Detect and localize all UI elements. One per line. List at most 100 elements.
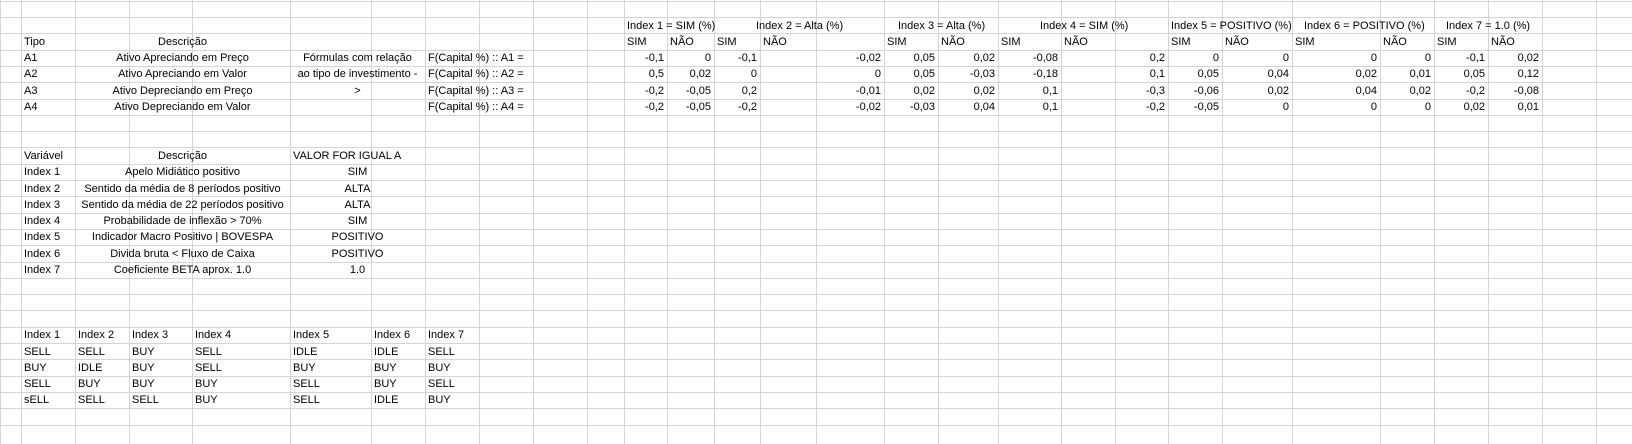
descricao-cell[interactable]: Ativo Apreciando em Preço <box>116 52 249 65</box>
variable-descricao-cell[interactable]: Coeficiente BETA aprox. 1.0 <box>113 264 252 276</box>
variable-name-cell[interactable]: Index 1 <box>24 166 61 179</box>
variable-descricao-cell[interactable]: Sentido da média de 22 períodos positivo <box>81 198 284 211</box>
value-cell[interactable]: 0,5 <box>648 68 664 81</box>
variable-valor-cell[interactable]: 1.0 <box>349 264 366 276</box>
value-cell[interactable]: 0,05 <box>913 52 935 65</box>
signal-cell[interactable]: SELL <box>293 378 320 391</box>
value-cell[interactable]: 0 <box>1212 52 1219 65</box>
value-cell[interactable]: 0,12 <box>1517 68 1539 81</box>
signal-cell[interactable]: IDLE <box>293 345 318 358</box>
variable-name-cell[interactable]: Index 4 <box>24 215 61 228</box>
sub-header-sim[interactable]: SIM <box>627 35 647 48</box>
value-cell[interactable]: -0,08 <box>1513 84 1539 97</box>
value-cell[interactable]: 0 <box>1370 52 1377 65</box>
value-cell[interactable]: -0,2 <box>1146 101 1165 113</box>
formula-note[interactable]: Fórmulas com relação <box>303 52 412 65</box>
signal-header[interactable]: Index 4 <box>195 329 232 342</box>
value-cell[interactable]: 0,04 <box>1267 68 1289 81</box>
sub-header-nao[interactable]: NÃO <box>1064 35 1088 48</box>
signal-header[interactable]: Index 2 <box>78 329 115 342</box>
signal-cell[interactable]: SELL <box>24 378 51 391</box>
signal-cell[interactable]: sELL <box>24 394 50 407</box>
value-cell[interactable]: 0,1 <box>1149 68 1165 81</box>
value-cell[interactable]: 0,02 <box>1355 68 1377 81</box>
index-header-4[interactable]: Index 4 = SIM (%) <box>1040 19 1129 32</box>
value-cell[interactable]: 0,1 <box>1042 101 1058 113</box>
descricao-cell[interactable]: Ativo Depreciando em Valor <box>114 101 251 113</box>
index-header-1[interactable]: Index 1 = SIM (%) <box>627 19 716 32</box>
signal-cell[interactable]: BUY <box>132 361 155 374</box>
signal-cell[interactable]: BUY <box>374 378 397 391</box>
signal-cell[interactable]: IDLE <box>374 345 399 358</box>
value-cell[interactable]: -0,05 <box>685 101 711 113</box>
variable-descricao-cell[interactable]: Sentido da média de 8 períodos positivo <box>84 182 281 195</box>
value-cell[interactable]: -0,01 <box>855 84 881 97</box>
signal-cell[interactable]: SELL <box>78 394 105 407</box>
signal-cell[interactable]: BUY <box>132 378 155 391</box>
value-cell[interactable]: 0,02 <box>1409 84 1431 97</box>
value-cell[interactable]: -0,06 <box>1193 84 1219 97</box>
tipo-cell[interactable]: A2 <box>24 68 38 81</box>
variable-valor-cell[interactable]: SIM <box>347 215 368 228</box>
value-cell[interactable]: 0 <box>1424 52 1431 65</box>
index-header-6[interactable]: Index 6 = POSITIVO (%) <box>1304 19 1425 32</box>
signal-cell[interactable]: SELL <box>428 378 455 391</box>
value-cell[interactable]: -0,1 <box>738 52 757 65</box>
signal-cell[interactable]: BUY <box>428 361 451 374</box>
signal-header[interactable]: Index 6 <box>374 329 411 342</box>
value-cell[interactable]: -0,2 <box>738 101 757 113</box>
sub-header-sim[interactable]: SIM <box>1437 35 1457 48</box>
signal-cell[interactable]: IDLE <box>374 394 399 407</box>
signal-cell[interactable]: BUY <box>195 394 218 407</box>
signal-header[interactable]: Index 3 <box>132 329 169 342</box>
value-cell[interactable]: 0,02 <box>1463 101 1485 113</box>
sub-header-nao[interactable]: NÃO <box>1491 35 1515 48</box>
variable-valor-cell[interactable]: ALTA <box>344 182 371 195</box>
index-header-3[interactable]: Index 3 = Alta (%) <box>898 19 986 32</box>
variable-name-cell[interactable]: Index 6 <box>24 247 61 260</box>
index-header-2[interactable]: Index 2 = Alta (%) <box>756 19 844 32</box>
formula-note[interactable]: ao tipo de investimento - <box>297 68 418 81</box>
signal-header[interactable]: Index 7 <box>428 329 465 342</box>
sub-header-sim[interactable]: SIM <box>1001 35 1021 48</box>
value-cell[interactable]: 0,02 <box>913 84 935 97</box>
value-cell[interactable]: 0,02 <box>1267 84 1289 97</box>
header-descricao[interactable]: Descrição <box>158 35 207 48</box>
header-variavel[interactable]: Variável <box>24 149 63 162</box>
sub-header-sim[interactable]: SIM <box>1295 35 1315 48</box>
header-var-descricao[interactable]: Descrição <box>158 149 207 162</box>
signal-cell[interactable]: BUY <box>293 361 316 374</box>
value-cell[interactable]: -0,05 <box>685 84 711 97</box>
variable-descricao-cell[interactable]: Indicador Macro Positivo | BOVESPA <box>91 231 274 244</box>
signal-cell[interactable]: SELL <box>428 345 455 358</box>
signal-cell[interactable]: BUY <box>374 361 397 374</box>
variable-descricao-cell[interactable]: Divida bruta < Fluxo de Caixa <box>110 247 255 260</box>
signal-cell[interactable]: SELL <box>195 345 222 358</box>
value-cell[interactable]: -0,2 <box>645 84 664 97</box>
value-cell[interactable]: 0 <box>1282 101 1289 113</box>
formula-cell[interactable]: F(Capital %) :: A3 = <box>428 84 524 97</box>
value-cell[interactable]: 0,01 <box>1409 68 1431 81</box>
value-cell[interactable]: 0,2 <box>741 84 757 97</box>
formula-cell[interactable]: F(Capital %) :: A1 = <box>428 52 524 65</box>
value-cell[interactable]: 0,02 <box>1517 52 1539 65</box>
signal-cell[interactable]: SELL <box>195 361 222 374</box>
signal-cell[interactable]: BUY <box>428 394 451 407</box>
value-cell[interactable]: -0,02 <box>855 101 881 113</box>
signal-cell[interactable]: BUY <box>78 378 101 391</box>
signal-cell[interactable]: SELL <box>24 345 51 358</box>
header-valor[interactable]: VALOR FOR IGUAL A <box>293 149 402 162</box>
value-cell[interactable]: 0,01 <box>1517 101 1539 113</box>
descricao-cell[interactable]: Ativo Depreciando em Preço <box>112 84 253 97</box>
signal-cell[interactable]: IDLE <box>78 361 103 374</box>
tipo-cell[interactable]: A1 <box>24 52 38 65</box>
index-header-5[interactable]: Index 5 = POSITIVO (%) <box>1171 19 1292 32</box>
variable-name-cell[interactable]: Index 5 <box>24 231 61 244</box>
sub-header-sim[interactable]: SIM <box>717 35 737 48</box>
value-cell[interactable]: 0 <box>704 52 711 65</box>
value-cell[interactable]: -0,08 <box>1032 52 1058 65</box>
sub-header-sim[interactable]: SIM <box>1171 35 1191 48</box>
sub-header-nao[interactable]: NÃO <box>763 35 787 48</box>
value-cell[interactable]: -0,2 <box>645 101 664 113</box>
